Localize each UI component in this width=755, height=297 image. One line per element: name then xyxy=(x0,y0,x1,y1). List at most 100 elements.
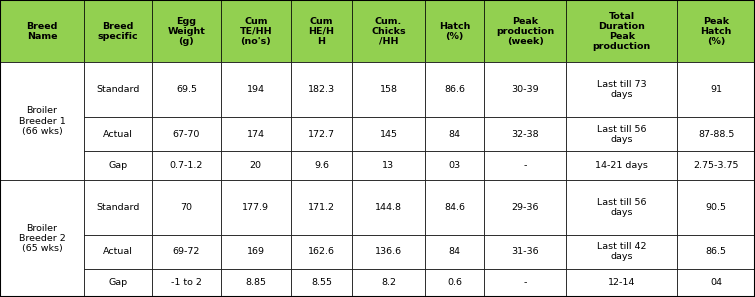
Bar xyxy=(153,0,220,62)
Bar xyxy=(220,62,291,117)
Text: 03: 03 xyxy=(448,161,461,170)
Bar xyxy=(291,0,352,62)
Text: Standard: Standard xyxy=(97,85,140,94)
Bar xyxy=(84,62,153,117)
Text: 91: 91 xyxy=(710,85,723,94)
Text: Actual: Actual xyxy=(103,247,133,256)
Text: 04: 04 xyxy=(710,278,723,287)
Text: -: - xyxy=(523,161,527,170)
Bar xyxy=(425,151,484,180)
Text: 158: 158 xyxy=(380,85,397,94)
Text: -1 to 2: -1 to 2 xyxy=(171,278,202,287)
Text: 162.6: 162.6 xyxy=(308,247,335,256)
Bar xyxy=(220,235,291,269)
Text: 8.55: 8.55 xyxy=(311,278,332,287)
Bar xyxy=(425,235,484,269)
Bar xyxy=(84,269,153,297)
Bar xyxy=(0,62,84,180)
Text: Breed
Name: Breed Name xyxy=(26,22,57,41)
Text: 69-72: 69-72 xyxy=(173,247,200,256)
Text: 84.6: 84.6 xyxy=(444,203,465,212)
Text: 0.6: 0.6 xyxy=(447,278,462,287)
Bar xyxy=(352,180,425,235)
Text: Last till 56
days: Last till 56 days xyxy=(597,198,646,217)
Bar xyxy=(425,0,484,62)
Text: 86.5: 86.5 xyxy=(706,247,727,256)
Bar xyxy=(0,180,84,297)
Bar xyxy=(220,151,291,180)
Text: Peak
Hatch
(%): Peak Hatch (%) xyxy=(701,17,732,46)
Text: 29-36: 29-36 xyxy=(511,203,539,212)
Bar xyxy=(425,117,484,151)
Text: 90.5: 90.5 xyxy=(706,203,727,212)
Bar xyxy=(425,269,484,297)
Bar xyxy=(677,151,755,180)
Bar xyxy=(677,180,755,235)
Bar xyxy=(677,117,755,151)
Text: 171.2: 171.2 xyxy=(308,203,335,212)
Text: Last till 56
days: Last till 56 days xyxy=(597,125,646,144)
Bar xyxy=(84,180,153,235)
Text: -: - xyxy=(523,278,527,287)
Bar xyxy=(566,0,677,62)
Bar xyxy=(677,62,755,117)
Text: 144.8: 144.8 xyxy=(375,203,402,212)
Bar xyxy=(352,235,425,269)
Text: 2.75-3.75: 2.75-3.75 xyxy=(694,161,739,170)
Bar xyxy=(291,117,352,151)
Bar xyxy=(153,117,220,151)
Bar xyxy=(220,117,291,151)
Text: Breed
specific: Breed specific xyxy=(97,22,138,41)
Bar xyxy=(153,235,220,269)
Text: 87-88.5: 87-88.5 xyxy=(698,130,735,139)
Bar xyxy=(153,269,220,297)
Bar xyxy=(677,235,755,269)
Bar xyxy=(566,117,677,151)
Bar xyxy=(153,180,220,235)
Text: Egg
Weight
(g): Egg Weight (g) xyxy=(168,17,205,46)
Bar xyxy=(566,62,677,117)
Bar xyxy=(425,62,484,117)
Bar xyxy=(291,62,352,117)
Bar xyxy=(566,269,677,297)
Text: 9.6: 9.6 xyxy=(314,161,329,170)
Text: 20: 20 xyxy=(250,161,262,170)
Bar xyxy=(153,62,220,117)
Bar xyxy=(484,180,566,235)
Bar xyxy=(484,151,566,180)
Bar xyxy=(566,180,677,235)
Text: Broiler
Breeder 1
(66 wks): Broiler Breeder 1 (66 wks) xyxy=(19,107,66,135)
Bar xyxy=(84,235,153,269)
Bar xyxy=(84,151,153,180)
Bar xyxy=(220,180,291,235)
Text: 0.7-1.2: 0.7-1.2 xyxy=(170,161,203,170)
Bar xyxy=(220,269,291,297)
Text: 13: 13 xyxy=(382,161,395,170)
Bar xyxy=(677,269,755,297)
Text: 8.2: 8.2 xyxy=(381,278,396,287)
Text: 182.3: 182.3 xyxy=(308,85,335,94)
Bar xyxy=(291,235,352,269)
Bar xyxy=(484,62,566,117)
Bar xyxy=(677,0,755,62)
Bar xyxy=(484,117,566,151)
Text: 32-38: 32-38 xyxy=(511,130,539,139)
Bar xyxy=(153,151,220,180)
Text: Actual: Actual xyxy=(103,130,133,139)
Text: 169: 169 xyxy=(247,247,265,256)
Bar xyxy=(220,0,291,62)
Bar xyxy=(291,269,352,297)
Text: 174: 174 xyxy=(247,130,265,139)
Bar xyxy=(484,0,566,62)
Text: Last till 73
days: Last till 73 days xyxy=(597,80,647,99)
Text: 177.9: 177.9 xyxy=(242,203,270,212)
Text: 136.6: 136.6 xyxy=(375,247,402,256)
Bar xyxy=(484,235,566,269)
Text: Broiler
Breeder 2
(65 wks): Broiler Breeder 2 (65 wks) xyxy=(19,224,66,253)
Bar xyxy=(352,151,425,180)
Bar xyxy=(352,269,425,297)
Text: 30-39: 30-39 xyxy=(511,85,539,94)
Text: Cum.
Chicks
/HH: Cum. Chicks /HH xyxy=(371,17,405,46)
Text: 12-14: 12-14 xyxy=(609,278,636,287)
Text: 84: 84 xyxy=(448,247,461,256)
